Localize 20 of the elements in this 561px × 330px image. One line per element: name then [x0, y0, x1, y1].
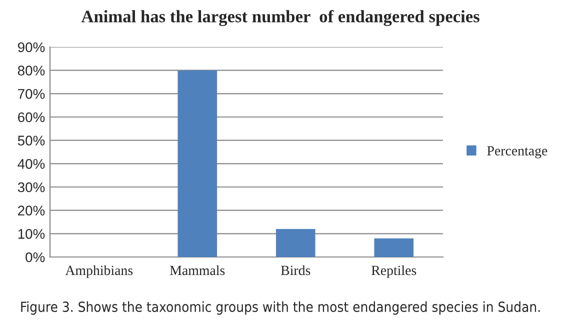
chart-title: Animal has the largest number of endangered species [81, 10, 480, 26]
y-tick-label: 70% [18, 89, 45, 99]
x-tick-label: Mammals [170, 265, 225, 276]
x-tick-label: Birds [280, 265, 310, 276]
y-tick-label: 10% [18, 229, 45, 239]
y-tick-label: 60% [18, 112, 45, 122]
y-tick-label: 80% [18, 66, 45, 76]
y-tick-label: 50% [18, 136, 45, 146]
y-tick-label: 30% [18, 182, 45, 192]
y-tick-label: 90% [18, 42, 45, 52]
y-tick-label: 0% [26, 252, 45, 262]
x-tick-label: Amphibians [65, 265, 133, 278]
bar [178, 70, 218, 257]
bar [374, 238, 414, 257]
bar [276, 229, 316, 257]
x-tick-label: Reptiles [372, 265, 416, 278]
y-tick-label: 20% [18, 206, 45, 216]
caption: Figure 3. Shows the taxonomic groups with the most endangered species in Sudan. [21, 301, 540, 315]
y-tick-label: 40% [18, 159, 45, 169]
legend-label: Percentage [487, 146, 548, 158]
